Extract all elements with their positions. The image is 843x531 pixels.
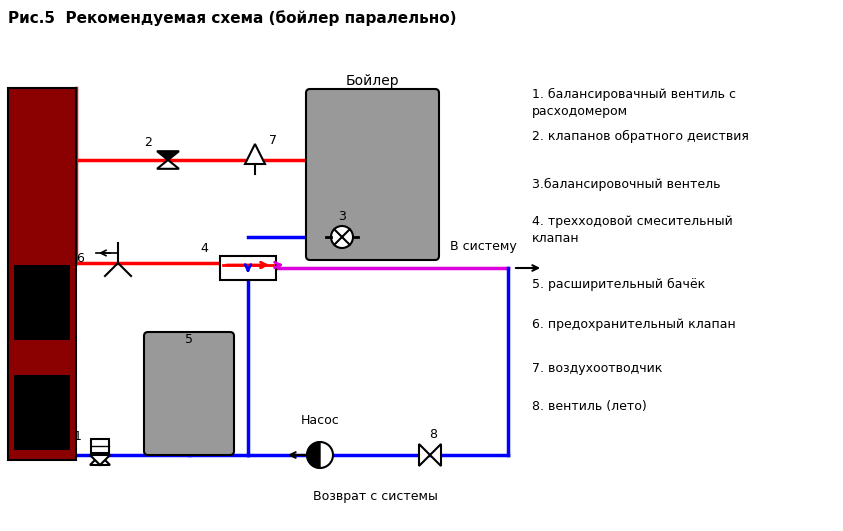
Text: 8: 8 bbox=[429, 429, 437, 441]
Text: 2: 2 bbox=[144, 135, 152, 149]
Text: Бойлер: Бойлер bbox=[346, 74, 400, 88]
Text: 7. воздухоотводчик: 7. воздухоотводчик bbox=[532, 362, 663, 375]
Polygon shape bbox=[157, 160, 179, 169]
Polygon shape bbox=[90, 455, 110, 465]
Text: 3.балансировочный вентель: 3.балансировочный вентель bbox=[532, 178, 721, 191]
Text: 1. балансировачный вентиль с
расходомером: 1. балансировачный вентиль с расходомеро… bbox=[532, 88, 736, 118]
Text: Рис.5  Рекомендуемая схема (бойлер паралельно): Рис.5 Рекомендуемая схема (бойлер парале… bbox=[8, 10, 457, 25]
Bar bbox=[91, 439, 109, 453]
Text: 5. расширительный бачёк: 5. расширительный бачёк bbox=[532, 278, 706, 291]
Text: 8. вентиль (лето): 8. вентиль (лето) bbox=[532, 400, 647, 413]
Circle shape bbox=[331, 226, 353, 248]
Text: Насос: Насос bbox=[301, 414, 340, 427]
Bar bbox=[14, 265, 70, 340]
FancyBboxPatch shape bbox=[306, 89, 439, 260]
Text: 1: 1 bbox=[74, 431, 82, 443]
Polygon shape bbox=[157, 151, 179, 160]
Polygon shape bbox=[245, 144, 265, 164]
Bar bbox=[220, 256, 276, 280]
Text: 4: 4 bbox=[200, 242, 208, 254]
Text: Возврат с системы: Возврат с системы bbox=[313, 490, 438, 503]
Polygon shape bbox=[419, 444, 430, 466]
Text: 4. трехходовой смесительный
клапан: 4. трехходовой смесительный клапан bbox=[532, 215, 733, 245]
Polygon shape bbox=[430, 444, 441, 466]
Text: 5: 5 bbox=[185, 333, 193, 346]
Text: 6: 6 bbox=[76, 253, 84, 266]
Circle shape bbox=[307, 442, 333, 468]
Text: В систему: В систему bbox=[449, 240, 517, 253]
Polygon shape bbox=[90, 455, 110, 465]
Polygon shape bbox=[307, 442, 320, 468]
FancyBboxPatch shape bbox=[144, 332, 234, 455]
Bar bbox=[14, 375, 70, 450]
Text: 7: 7 bbox=[269, 133, 277, 147]
Text: 2. клапанов обратного деиствия: 2. клапанов обратного деиствия bbox=[532, 130, 749, 143]
Bar bbox=[8, 88, 76, 460]
Text: 3: 3 bbox=[338, 210, 346, 224]
Text: 6. предохранительный клапан: 6. предохранительный клапан bbox=[532, 318, 736, 331]
